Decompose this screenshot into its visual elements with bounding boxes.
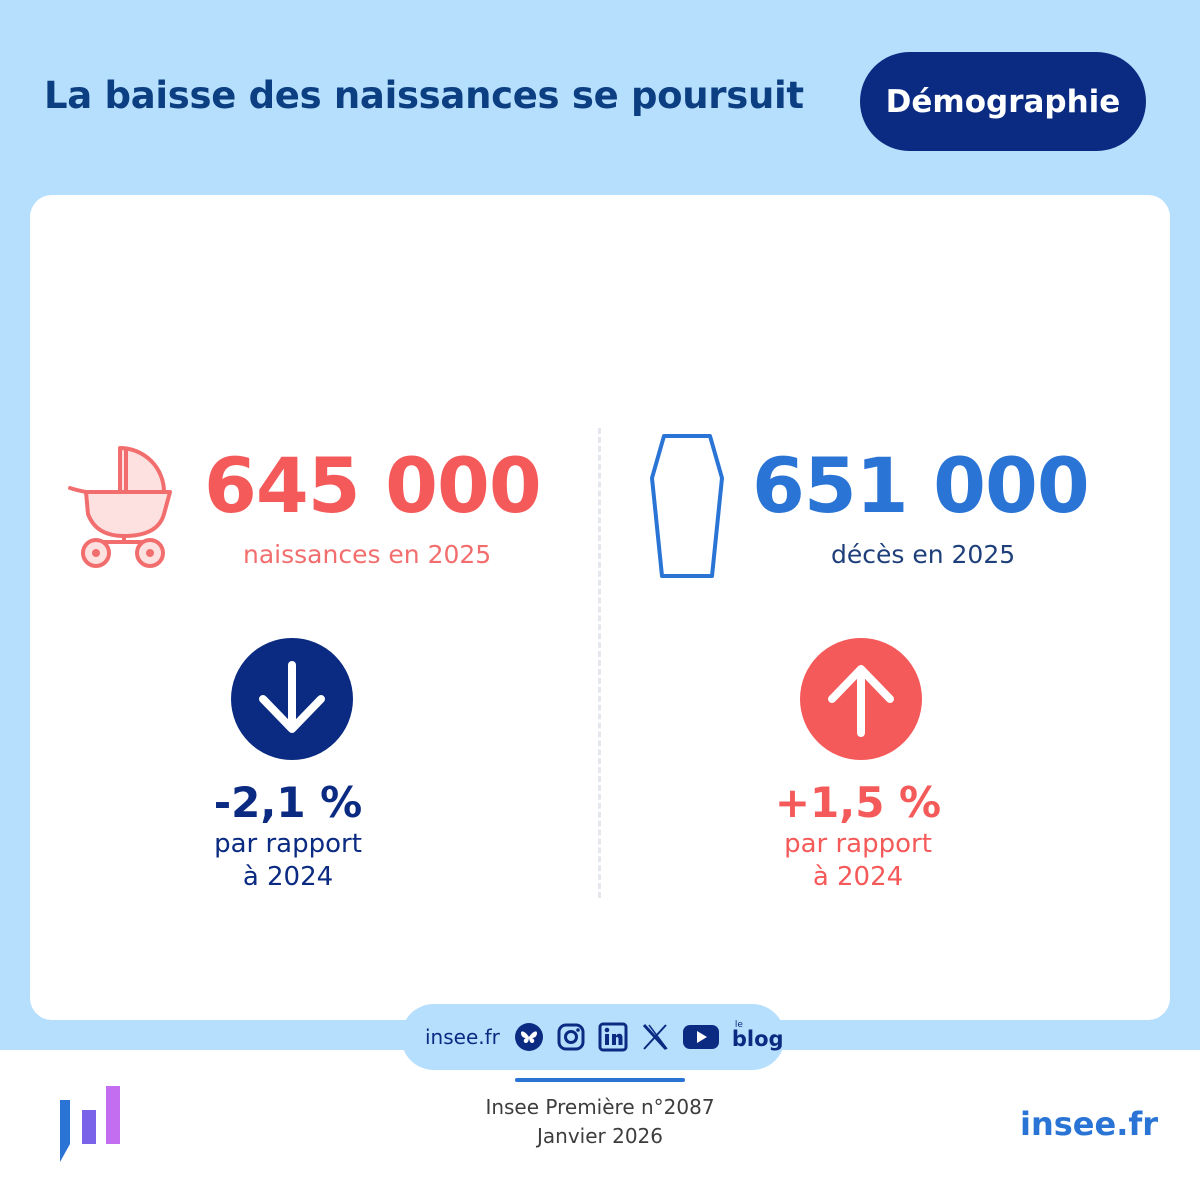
- blog-icon[interactable]: le blog: [732, 1020, 784, 1052]
- x-icon[interactable]: [640, 1022, 670, 1052]
- births-change: -2,1 % par rapport à 2024: [138, 778, 438, 894]
- social-site-link[interactable]: insee.fr: [425, 1025, 500, 1049]
- births-change-text-line1: par rapport: [214, 829, 362, 859]
- bluesky-icon[interactable]: [514, 1022, 544, 1052]
- linkedin-icon[interactable]: [598, 1022, 628, 1052]
- stroller-icon: [64, 440, 176, 572]
- blog-prefix: le: [734, 1020, 743, 1030]
- source-divider: [515, 1078, 685, 1082]
- births-caption: naissances en 2025: [243, 540, 492, 569]
- deaths-value: 651 000: [752, 441, 1090, 530]
- arrow-down-icon: [231, 638, 353, 760]
- deaths-change-text-line2: à 2024: [812, 862, 904, 892]
- youtube-icon[interactable]: [682, 1023, 720, 1051]
- arrow-up-icon: [800, 638, 922, 760]
- insee-logo: [58, 1086, 124, 1166]
- blog-word: blog: [731, 1027, 784, 1051]
- topic-badge: Démographie: [860, 52, 1146, 151]
- deaths-caption: décès en 2025: [831, 540, 1016, 569]
- deaths-change-text-line1: par rapport: [784, 829, 932, 859]
- page-title: La baisse des naissances se poursuit: [44, 74, 804, 117]
- deaths-change-value: +1,5 %: [774, 778, 942, 827]
- coffin-icon: [648, 432, 726, 580]
- publication-source: Insee Première n°2087 Janvier 2026: [400, 1093, 800, 1151]
- deaths-change: +1,5 % par rapport à 2024: [708, 778, 1008, 894]
- births-change-value: -2,1 %: [213, 778, 363, 827]
- births-value: 645 000: [204, 441, 542, 530]
- footer-site-link[interactable]: insee.fr: [1020, 1105, 1159, 1143]
- instagram-icon[interactable]: [556, 1022, 586, 1052]
- births-change-text-line2: à 2024: [242, 862, 334, 892]
- social-links-bar: insee.fr le: [401, 1004, 785, 1070]
- publication-date: Janvier 2026: [536, 1124, 663, 1148]
- publication-name: Insee Première n°2087: [485, 1095, 715, 1119]
- column-divider: [598, 428, 601, 898]
